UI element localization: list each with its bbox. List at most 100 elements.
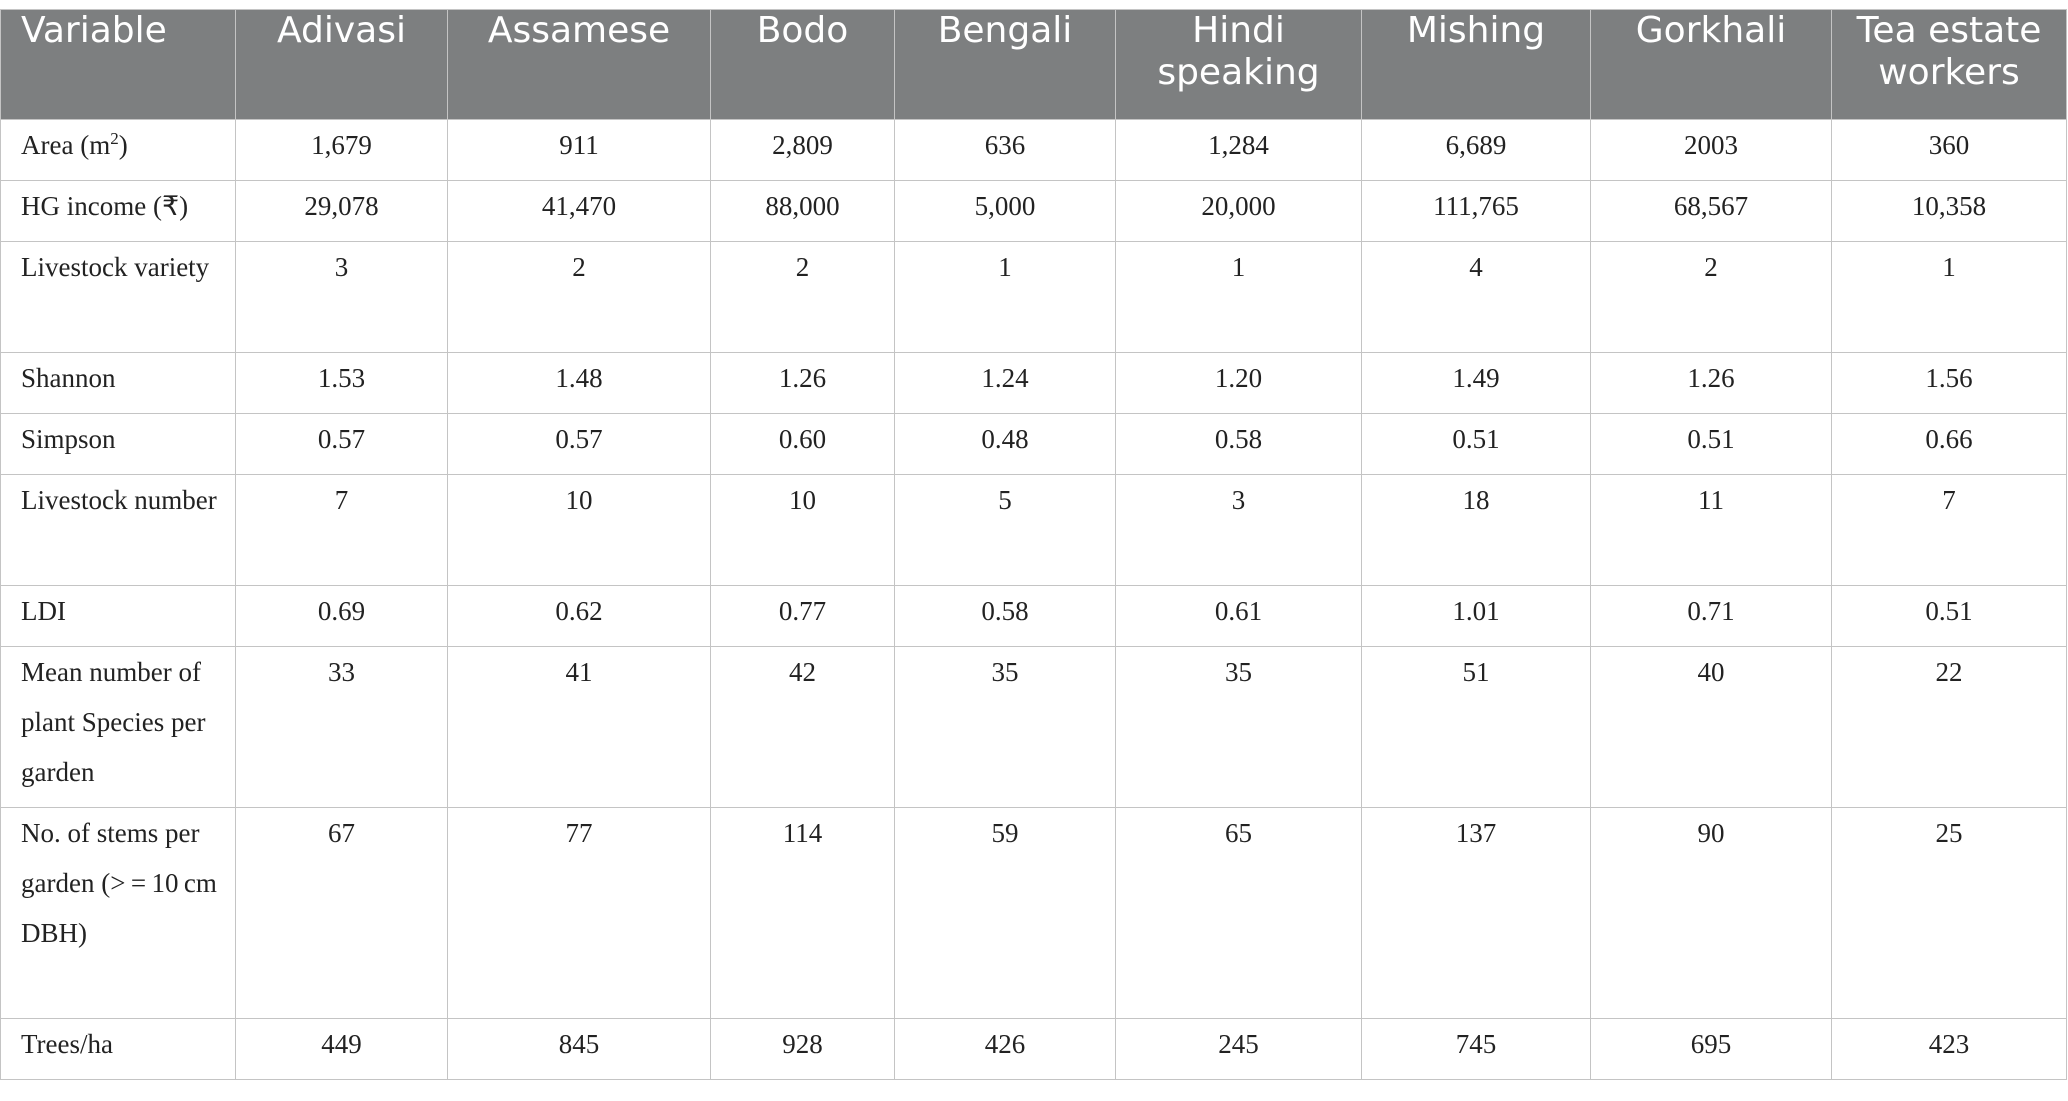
table-cell: 1,284: [1115, 119, 1362, 181]
column-header-bengali: Bengali: [894, 9, 1116, 120]
header-row: Variable Adivasi Assamese Bodo Bengali H…: [0, 9, 2067, 120]
table-cell: 0.58: [894, 585, 1116, 647]
table-cell: 41: [447, 646, 711, 808]
table-cell: 2: [710, 241, 895, 353]
table-cell: 40: [1590, 646, 1832, 808]
table-cell: 7: [235, 474, 448, 586]
table-cell: 77: [447, 807, 711, 1019]
table-cell: 928: [710, 1018, 895, 1080]
table-cell: 2: [1590, 241, 1832, 353]
table-cell: 68,567: [1590, 180, 1832, 242]
row-label-text: ): [118, 130, 128, 160]
table-cell: 1.26: [1590, 352, 1832, 414]
table-cell: 90: [1590, 807, 1832, 1019]
table-cell: 41,470: [447, 180, 711, 242]
data-table: Variable Adivasi Assamese Bodo Bengali H…: [0, 9, 2067, 1080]
table-cell: 33: [235, 646, 448, 808]
table-row: HG income (₹) 29,078 41,470 88,000 5,000…: [0, 180, 2067, 242]
row-label-mean-plant-species: Mean number of plant Species per garden: [0, 646, 236, 808]
table-cell: 0.48: [894, 413, 1116, 475]
table-row: Mean number of plant Species per garden …: [0, 646, 2067, 808]
row-label-trees-per-ha: Trees/ha: [0, 1018, 236, 1080]
table-cell: 745: [1361, 1018, 1591, 1080]
table-cell: 0.62: [447, 585, 711, 647]
column-header-variable: Variable: [0, 9, 236, 120]
table-cell: 423: [1831, 1018, 2067, 1080]
column-header-bodo: Bodo: [710, 9, 895, 120]
table-cell: 35: [1115, 646, 1362, 808]
table-cell: 114: [710, 807, 895, 1019]
table-cell: 1: [894, 241, 1116, 353]
column-header-gorkhali: Gorkhali: [1590, 9, 1832, 120]
table-cell: 360: [1831, 119, 2067, 181]
table-cell: 10,358: [1831, 180, 2067, 242]
table-cell: 0.66: [1831, 413, 2067, 475]
table-row: Area (m2) 1,679 911 2,809 636 1,284 6,68…: [0, 119, 2067, 181]
table-cell: 1.01: [1361, 585, 1591, 647]
table-cell: 0.60: [710, 413, 895, 475]
table-cell: 0.57: [447, 413, 711, 475]
table-cell: 1: [1115, 241, 1362, 353]
table-cell: 2: [447, 241, 711, 353]
table-cell: 1: [1831, 241, 2067, 353]
column-header-tea-estate-workers: Tea estate workers: [1831, 9, 2067, 120]
row-label-area: Area (m2): [0, 119, 236, 181]
table-cell: 0.57: [235, 413, 448, 475]
table-cell: 1.26: [710, 352, 895, 414]
table-cell: 426: [894, 1018, 1116, 1080]
superscript: 2: [110, 129, 119, 148]
table-cell: 22: [1831, 646, 2067, 808]
table-cell: 1.48: [447, 352, 711, 414]
table-cell: 636: [894, 119, 1116, 181]
table-cell: 1.53: [235, 352, 448, 414]
table-cell: 6,689: [1361, 119, 1591, 181]
table-cell: 0.51: [1590, 413, 1832, 475]
row-label-livestock-variety: Livestock variety: [0, 241, 236, 353]
table-cell: 3: [1115, 474, 1362, 586]
table-cell: 11: [1590, 474, 1832, 586]
table-cell: 0.61: [1115, 585, 1362, 647]
table-cell: 4: [1361, 241, 1591, 353]
table-cell: 10: [447, 474, 711, 586]
column-header-mishing: Mishing: [1361, 9, 1591, 120]
table-cell: 245: [1115, 1018, 1362, 1080]
column-header-adivasi: Adivasi: [235, 9, 448, 120]
column-header-hindi-speaking: Hindi speaking: [1115, 9, 1362, 120]
table-cell: 20,000: [1115, 180, 1362, 242]
table-cell: 51: [1361, 646, 1591, 808]
table-cell: 449: [235, 1018, 448, 1080]
table-cell: 1.20: [1115, 352, 1362, 414]
table-row: Livestock number 7 10 10 5 3 18 11 7: [0, 474, 2067, 586]
table-row: Livestock variety 3 2 2 1 1 4 2 1: [0, 241, 2067, 353]
table-cell: 695: [1590, 1018, 1832, 1080]
table-row: No. of stems per garden (> = 10 cm DBH) …: [0, 807, 2067, 1019]
table-cell: 0.51: [1831, 585, 2067, 647]
column-header-assamese: Assamese: [447, 9, 711, 120]
table-cell: 0.51: [1361, 413, 1591, 475]
row-label-hg-income: HG income (₹): [0, 180, 236, 242]
table-cell: 10: [710, 474, 895, 586]
table-cell: 42: [710, 646, 895, 808]
table-cell: 111,765: [1361, 180, 1591, 242]
table-cell: 911: [447, 119, 711, 181]
row-label-livestock-number: Livestock number: [0, 474, 236, 586]
table-cell: 29,078: [235, 180, 448, 242]
table-cell: 1.24: [894, 352, 1116, 414]
table-cell: 0.58: [1115, 413, 1362, 475]
table-row: Trees/ha 449 845 928 426 245 745 695 423: [0, 1018, 2067, 1080]
table-cell: 1.49: [1361, 352, 1591, 414]
row-label-stems-per-garden: No. of stems per garden (> = 10 cm DBH): [0, 807, 236, 1019]
table-cell: 5,000: [894, 180, 1116, 242]
table-cell: 0.71: [1590, 585, 1832, 647]
row-label-text: Area (m: [21, 130, 111, 160]
table-cell: 18: [1361, 474, 1591, 586]
table-cell: 1.56: [1831, 352, 2067, 414]
table-cell: 0.69: [235, 585, 448, 647]
table-row: LDI 0.69 0.62 0.77 0.58 0.61 1.01 0.71 0…: [0, 585, 2067, 647]
table-cell: 137: [1361, 807, 1591, 1019]
table-cell: 35: [894, 646, 1116, 808]
table-row: Simpson 0.57 0.57 0.60 0.48 0.58 0.51 0.…: [0, 413, 2067, 475]
row-label-shannon: Shannon: [0, 352, 236, 414]
row-label-ldi: LDI: [0, 585, 236, 647]
table-row: Shannon 1.53 1.48 1.26 1.24 1.20 1.49 1.…: [0, 352, 2067, 414]
